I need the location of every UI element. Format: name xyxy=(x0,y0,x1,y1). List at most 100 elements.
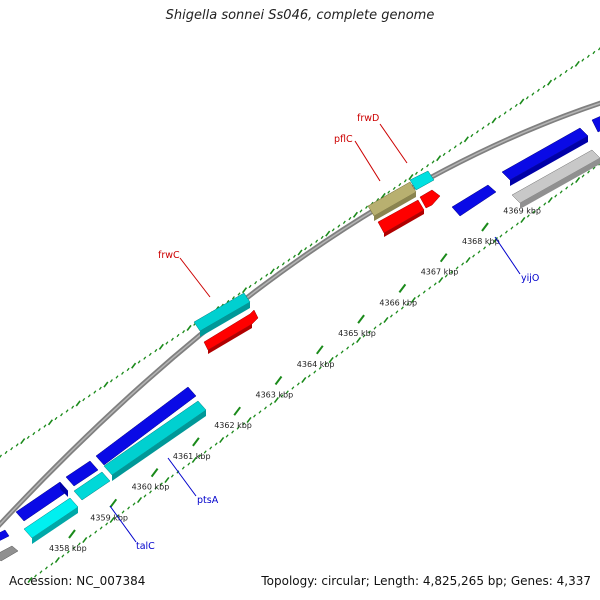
scale-tick-mark xyxy=(315,345,324,355)
inner-track-dot xyxy=(383,316,389,324)
inner-track-dot xyxy=(82,536,88,544)
inner-track-dot xyxy=(575,176,581,184)
feature-blue-upper-2-side xyxy=(510,136,588,186)
inner-track-dot xyxy=(225,434,229,438)
gene-label-ptsA[interactable]: ptsA xyxy=(197,495,219,506)
outer-track-dot xyxy=(365,205,369,209)
feature-grey-left[interactable] xyxy=(0,545,19,562)
outer-track-dot xyxy=(137,360,141,364)
inner-track-dot xyxy=(515,222,519,226)
inner-track-dot xyxy=(181,466,185,470)
gene-label-frwC[interactable]: frwC xyxy=(158,250,180,261)
inner-track-dot xyxy=(410,296,416,304)
gene-label-pflC[interactable]: pflC xyxy=(334,134,353,145)
inner-track-dot xyxy=(296,382,300,386)
outer-track-dot xyxy=(186,324,192,331)
outer-track-dot xyxy=(170,337,174,341)
outer-track-dot xyxy=(182,330,186,334)
outer-track-dot xyxy=(131,362,137,369)
inner-track-dot xyxy=(209,446,213,450)
inner-track-dot xyxy=(428,286,432,290)
inner-track-dot xyxy=(532,210,536,214)
gene-label-talC[interactable]: talC xyxy=(136,541,155,552)
inner-track-dot xyxy=(324,362,328,366)
gene-label-yijO[interactable]: yijO xyxy=(521,273,539,284)
inner-track-dot xyxy=(94,530,98,534)
feature-cyan-3-side xyxy=(112,410,206,481)
genome-summary: Topology: circular; Length: 4,825,265 bp… xyxy=(261,574,591,588)
outer-track-dot xyxy=(176,333,180,338)
outer-track-dot xyxy=(304,247,308,251)
outer-track-dot xyxy=(509,107,513,111)
scale-tick-label: 4366 kbp xyxy=(379,298,417,307)
inner-track-dot xyxy=(400,306,404,310)
outer-track-dot xyxy=(109,379,113,383)
inner-track-dot xyxy=(499,234,503,238)
feature-red-mid-side xyxy=(208,324,252,354)
inner-track-dot xyxy=(258,410,262,414)
inner-track-dot xyxy=(581,174,585,178)
inner-track-dot xyxy=(159,482,163,486)
feature-track xyxy=(0,112,600,562)
outer-track-dot xyxy=(352,211,359,218)
inner-track-dot xyxy=(291,386,295,390)
inner-track-dot xyxy=(246,416,252,424)
inner-track-dot xyxy=(592,166,596,170)
outer-track-dot xyxy=(487,122,491,126)
scale-tick-mark xyxy=(150,468,159,478)
feature-grey-upper[interactable] xyxy=(511,149,600,204)
inner-track-dot xyxy=(346,346,350,350)
scale-tick-mark xyxy=(68,529,76,539)
inner-track-dot xyxy=(335,354,339,358)
gene-labels: frwD pflC frwC yijO ptsA talC xyxy=(136,113,539,552)
outer-track-dot xyxy=(536,88,540,92)
inner-track-dot xyxy=(313,370,317,374)
genome-backbone-highlight xyxy=(0,102,600,526)
scale-tick-label: 4365 kbp xyxy=(338,329,376,338)
outer-track-dot xyxy=(325,230,331,237)
outer-track-dot xyxy=(259,277,263,281)
outer-track-dot xyxy=(431,160,435,164)
outer-track-dot xyxy=(337,224,341,228)
feature-blue-left[interactable] xyxy=(0,529,10,541)
feature-blue-3[interactable] xyxy=(95,386,197,466)
inner-track-dot xyxy=(132,502,136,506)
outer-track-dot xyxy=(47,419,54,426)
outer-track-dot xyxy=(54,416,58,421)
feature-frwD[interactable] xyxy=(409,170,435,191)
scale-tick-label: 4358 kbp xyxy=(49,544,87,553)
inner-track-dot xyxy=(109,516,115,524)
outer-track-dot xyxy=(475,130,479,134)
inner-track-dot xyxy=(39,570,43,574)
feature-blue-upper-3[interactable] xyxy=(591,112,600,133)
outer-track-dot xyxy=(559,73,563,77)
outer-track-dot xyxy=(37,428,41,432)
inner-track-dot xyxy=(492,236,499,244)
inner-track-dot xyxy=(198,454,202,458)
feature-blue-2[interactable] xyxy=(65,460,99,487)
feature-cyan-2[interactable] xyxy=(73,471,111,501)
gene-label-frwD[interactable]: frwD xyxy=(357,113,379,124)
outer-track-dot xyxy=(292,254,296,258)
inner-track-dot xyxy=(253,414,257,418)
outer-track-dot xyxy=(597,47,600,51)
inner-track-dot xyxy=(455,266,459,270)
feature-red-upper-2[interactable] xyxy=(419,189,441,209)
inner-track-dot xyxy=(72,546,76,550)
feature-blue-upper-1[interactable] xyxy=(451,184,497,217)
outer-track-dot xyxy=(387,190,391,194)
outer-track-dot xyxy=(126,367,130,372)
scale-tick-label: 4359 kbp xyxy=(90,513,128,522)
inner-track-dot xyxy=(50,562,54,566)
outer-track-dot xyxy=(514,103,518,108)
inner-track-dot xyxy=(307,374,311,378)
outer-track-dot xyxy=(254,281,258,285)
inner-track-dot xyxy=(554,194,558,198)
outer-track-dot xyxy=(98,386,102,390)
outer-track-dot xyxy=(481,126,485,130)
outer-track-dot xyxy=(463,136,469,143)
outer-track-dot xyxy=(320,235,324,240)
scale-tick-label: 4368 kbp xyxy=(462,237,500,246)
outer-track-dot xyxy=(586,54,590,58)
